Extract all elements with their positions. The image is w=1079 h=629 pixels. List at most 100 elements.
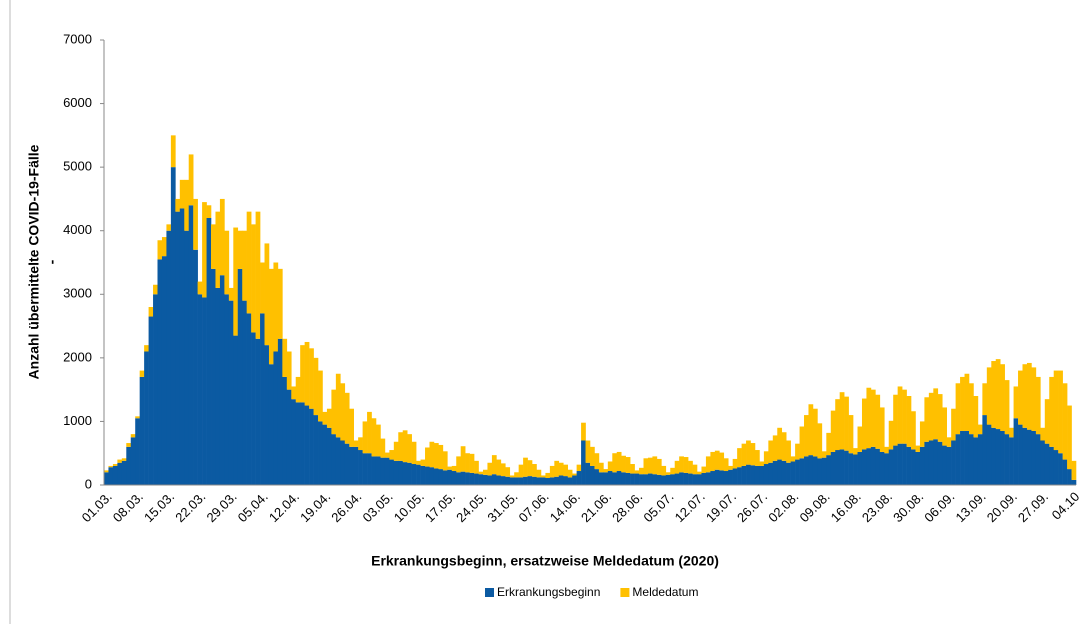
bar-segment <box>1022 427 1028 485</box>
bar-segment <box>634 473 640 485</box>
bar-segment <box>224 294 230 485</box>
bar-segment <box>104 470 109 473</box>
bar-segment <box>380 457 386 485</box>
bar-segment <box>911 449 916 485</box>
bar-segment <box>656 474 662 485</box>
bar-segment <box>139 370 145 377</box>
bar-segment <box>161 237 167 257</box>
bar-segment <box>251 332 256 485</box>
bar-segment <box>331 434 337 485</box>
bar-segment <box>581 422 586 441</box>
bar-segment <box>861 449 867 485</box>
bar-segment <box>273 262 279 352</box>
bar-segment <box>1067 405 1072 470</box>
bar-segment <box>523 457 528 477</box>
bar-segment <box>438 444 444 470</box>
bar-segment <box>474 473 479 485</box>
bar-segment <box>148 307 154 317</box>
bar-segment <box>612 472 618 485</box>
bar-segment <box>572 473 577 476</box>
legend-swatch <box>620 588 630 597</box>
bar-segment <box>799 426 805 459</box>
bar-segment <box>598 462 604 473</box>
bar-segment <box>768 440 774 463</box>
bar-segment <box>1000 364 1005 431</box>
bar-segment <box>835 399 840 451</box>
bar-segment <box>911 411 916 450</box>
bar-segment <box>884 446 890 454</box>
bar-segment <box>1067 469 1072 485</box>
bar-segment <box>973 396 979 438</box>
bar-segment <box>344 443 350 485</box>
x-tick-label: 04.10 <box>1049 489 1079 523</box>
y-tick-label: 5000 <box>63 159 92 174</box>
x-tick-label: 03.05. <box>360 489 396 525</box>
bar-segment <box>795 443 800 460</box>
x-tick-label: 06.09. <box>921 489 957 525</box>
bar-segment <box>304 341 310 406</box>
bar-segment <box>1026 362 1032 430</box>
x-tick-label: 01.03. <box>79 489 115 525</box>
bar-segment <box>701 466 707 473</box>
bar-segment <box>830 410 836 452</box>
bar-segment <box>670 467 676 475</box>
bar-segment <box>487 475 493 485</box>
bar-segment <box>928 392 934 441</box>
bar-segment <box>416 464 421 485</box>
bar-segment <box>705 456 711 473</box>
bar-segment <box>104 472 109 485</box>
bar-segment <box>902 443 907 485</box>
bar-segment <box>714 469 720 485</box>
bar-segment <box>527 476 533 485</box>
bar-segment <box>237 230 243 269</box>
bar-segment <box>219 275 225 485</box>
bar-segment <box>1053 450 1059 485</box>
bar-segment <box>148 316 154 485</box>
bar-segment <box>781 460 787 485</box>
bar-segment <box>260 262 265 314</box>
bar-segment <box>309 348 314 409</box>
bar-segment <box>946 437 952 447</box>
bar-segment <box>121 460 127 485</box>
bar-segment <box>866 387 872 449</box>
x-tick-label: 24.05. <box>453 489 489 525</box>
bar-segment <box>478 474 484 485</box>
bar-segment <box>563 476 569 485</box>
bar-segment <box>674 460 680 474</box>
bar-segment <box>942 407 947 446</box>
bar-segment <box>362 453 368 485</box>
bar-segment <box>1035 434 1041 485</box>
bar-segment <box>630 473 635 485</box>
bar-segment <box>674 473 680 485</box>
bar-segment <box>902 389 907 444</box>
bar-segment <box>1040 440 1046 485</box>
bar-segment <box>246 313 252 485</box>
bar-segment <box>358 450 363 485</box>
bar-segment <box>532 464 537 477</box>
bar-segment <box>607 471 613 485</box>
x-tick-label: 22.03. <box>172 489 208 525</box>
y-axis-title: - <box>44 259 60 264</box>
bar-segment <box>817 423 823 459</box>
bar-segment <box>126 443 132 447</box>
x-tick-label: 31.05. <box>484 489 520 525</box>
bar-segment <box>621 455 626 473</box>
x-tick-label: 12.04. <box>266 489 302 525</box>
bar-segment <box>893 445 898 485</box>
bar-segment <box>322 424 328 485</box>
bar-segment <box>933 388 939 440</box>
bar-segment <box>1026 429 1032 485</box>
bar-segment <box>500 463 506 477</box>
bar-segment <box>937 441 943 485</box>
bar-segment <box>1022 364 1028 428</box>
bar-segment <box>772 435 778 461</box>
bar-segment <box>375 456 381 485</box>
bar-segment <box>237 268 243 485</box>
y-tick-label: 6000 <box>63 95 92 110</box>
bar-segment <box>817 458 823 485</box>
bar-segment <box>746 440 751 465</box>
bar-segment <box>906 396 912 447</box>
bar-segment <box>946 446 952 485</box>
bar-segment <box>393 441 399 461</box>
bar-segment <box>683 457 689 473</box>
